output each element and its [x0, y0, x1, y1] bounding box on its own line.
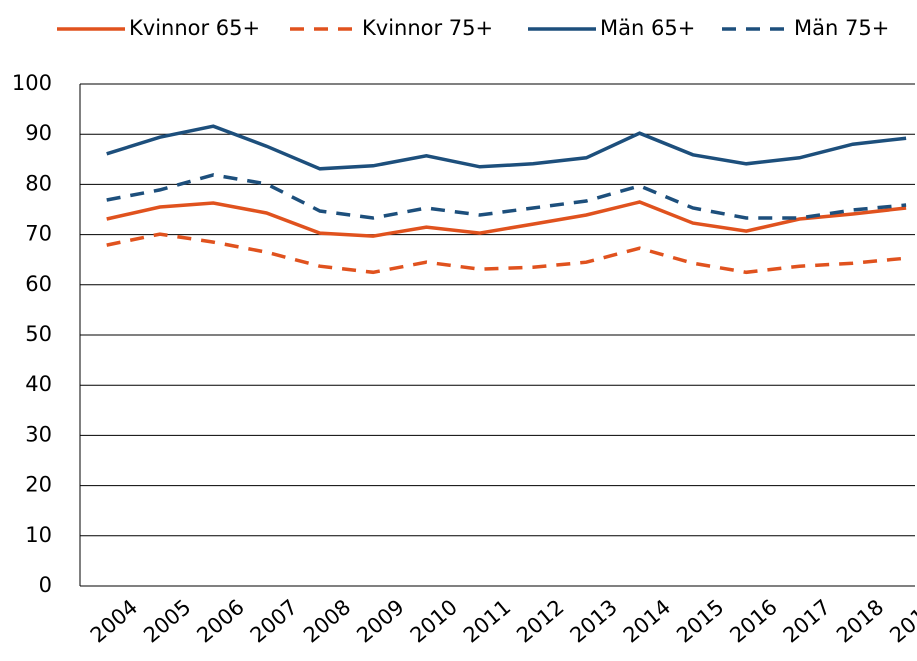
y-tick-label: 50: [25, 322, 52, 346]
x-tick-label: 2004: [86, 595, 142, 648]
x-tick-label: 2006: [192, 595, 248, 648]
y-tick-label: 40: [25, 372, 52, 396]
series-line: [106, 124, 907, 171]
x-tick-label: 2016: [725, 595, 781, 648]
x-tick-label: 2019: [885, 595, 917, 648]
y-tick-label: 70: [25, 222, 52, 246]
x-tick-label: 2010: [406, 595, 462, 648]
y-tick-label: 10: [25, 523, 52, 547]
y-tick-label: 30: [25, 422, 52, 446]
legend-label: Män 75+: [794, 16, 889, 40]
x-tick-label: 2018: [832, 595, 888, 648]
x-tick-label: 2017: [779, 595, 835, 648]
y-tick-label: 80: [25, 171, 52, 195]
series-line: [106, 173, 907, 220]
x-tick-label: 2012: [512, 595, 568, 648]
y-tick-label: 60: [25, 272, 52, 296]
x-tick-label: 2015: [672, 595, 728, 648]
series-line: [106, 232, 907, 275]
x-tick-label: 2008: [299, 595, 355, 648]
x-tick-label: 2014: [619, 595, 675, 648]
legend-label: Kvinnor 75+: [362, 16, 493, 40]
series-line: [106, 200, 907, 238]
x-tick-label: 2013: [566, 595, 622, 648]
y-tick-label: 100: [12, 71, 52, 95]
x-tick-label: 2011: [459, 595, 515, 648]
x-tick-label: 2005: [139, 595, 195, 648]
legend-label: Män 65+: [600, 16, 695, 40]
y-tick-label: 0: [39, 573, 52, 597]
y-tick-label: 90: [25, 121, 52, 145]
y-tick-label: 20: [25, 473, 52, 497]
x-tick-label: 2009: [352, 595, 408, 648]
legend-label: Kvinnor 65+: [129, 16, 260, 40]
x-tick-label: 2007: [246, 595, 302, 648]
